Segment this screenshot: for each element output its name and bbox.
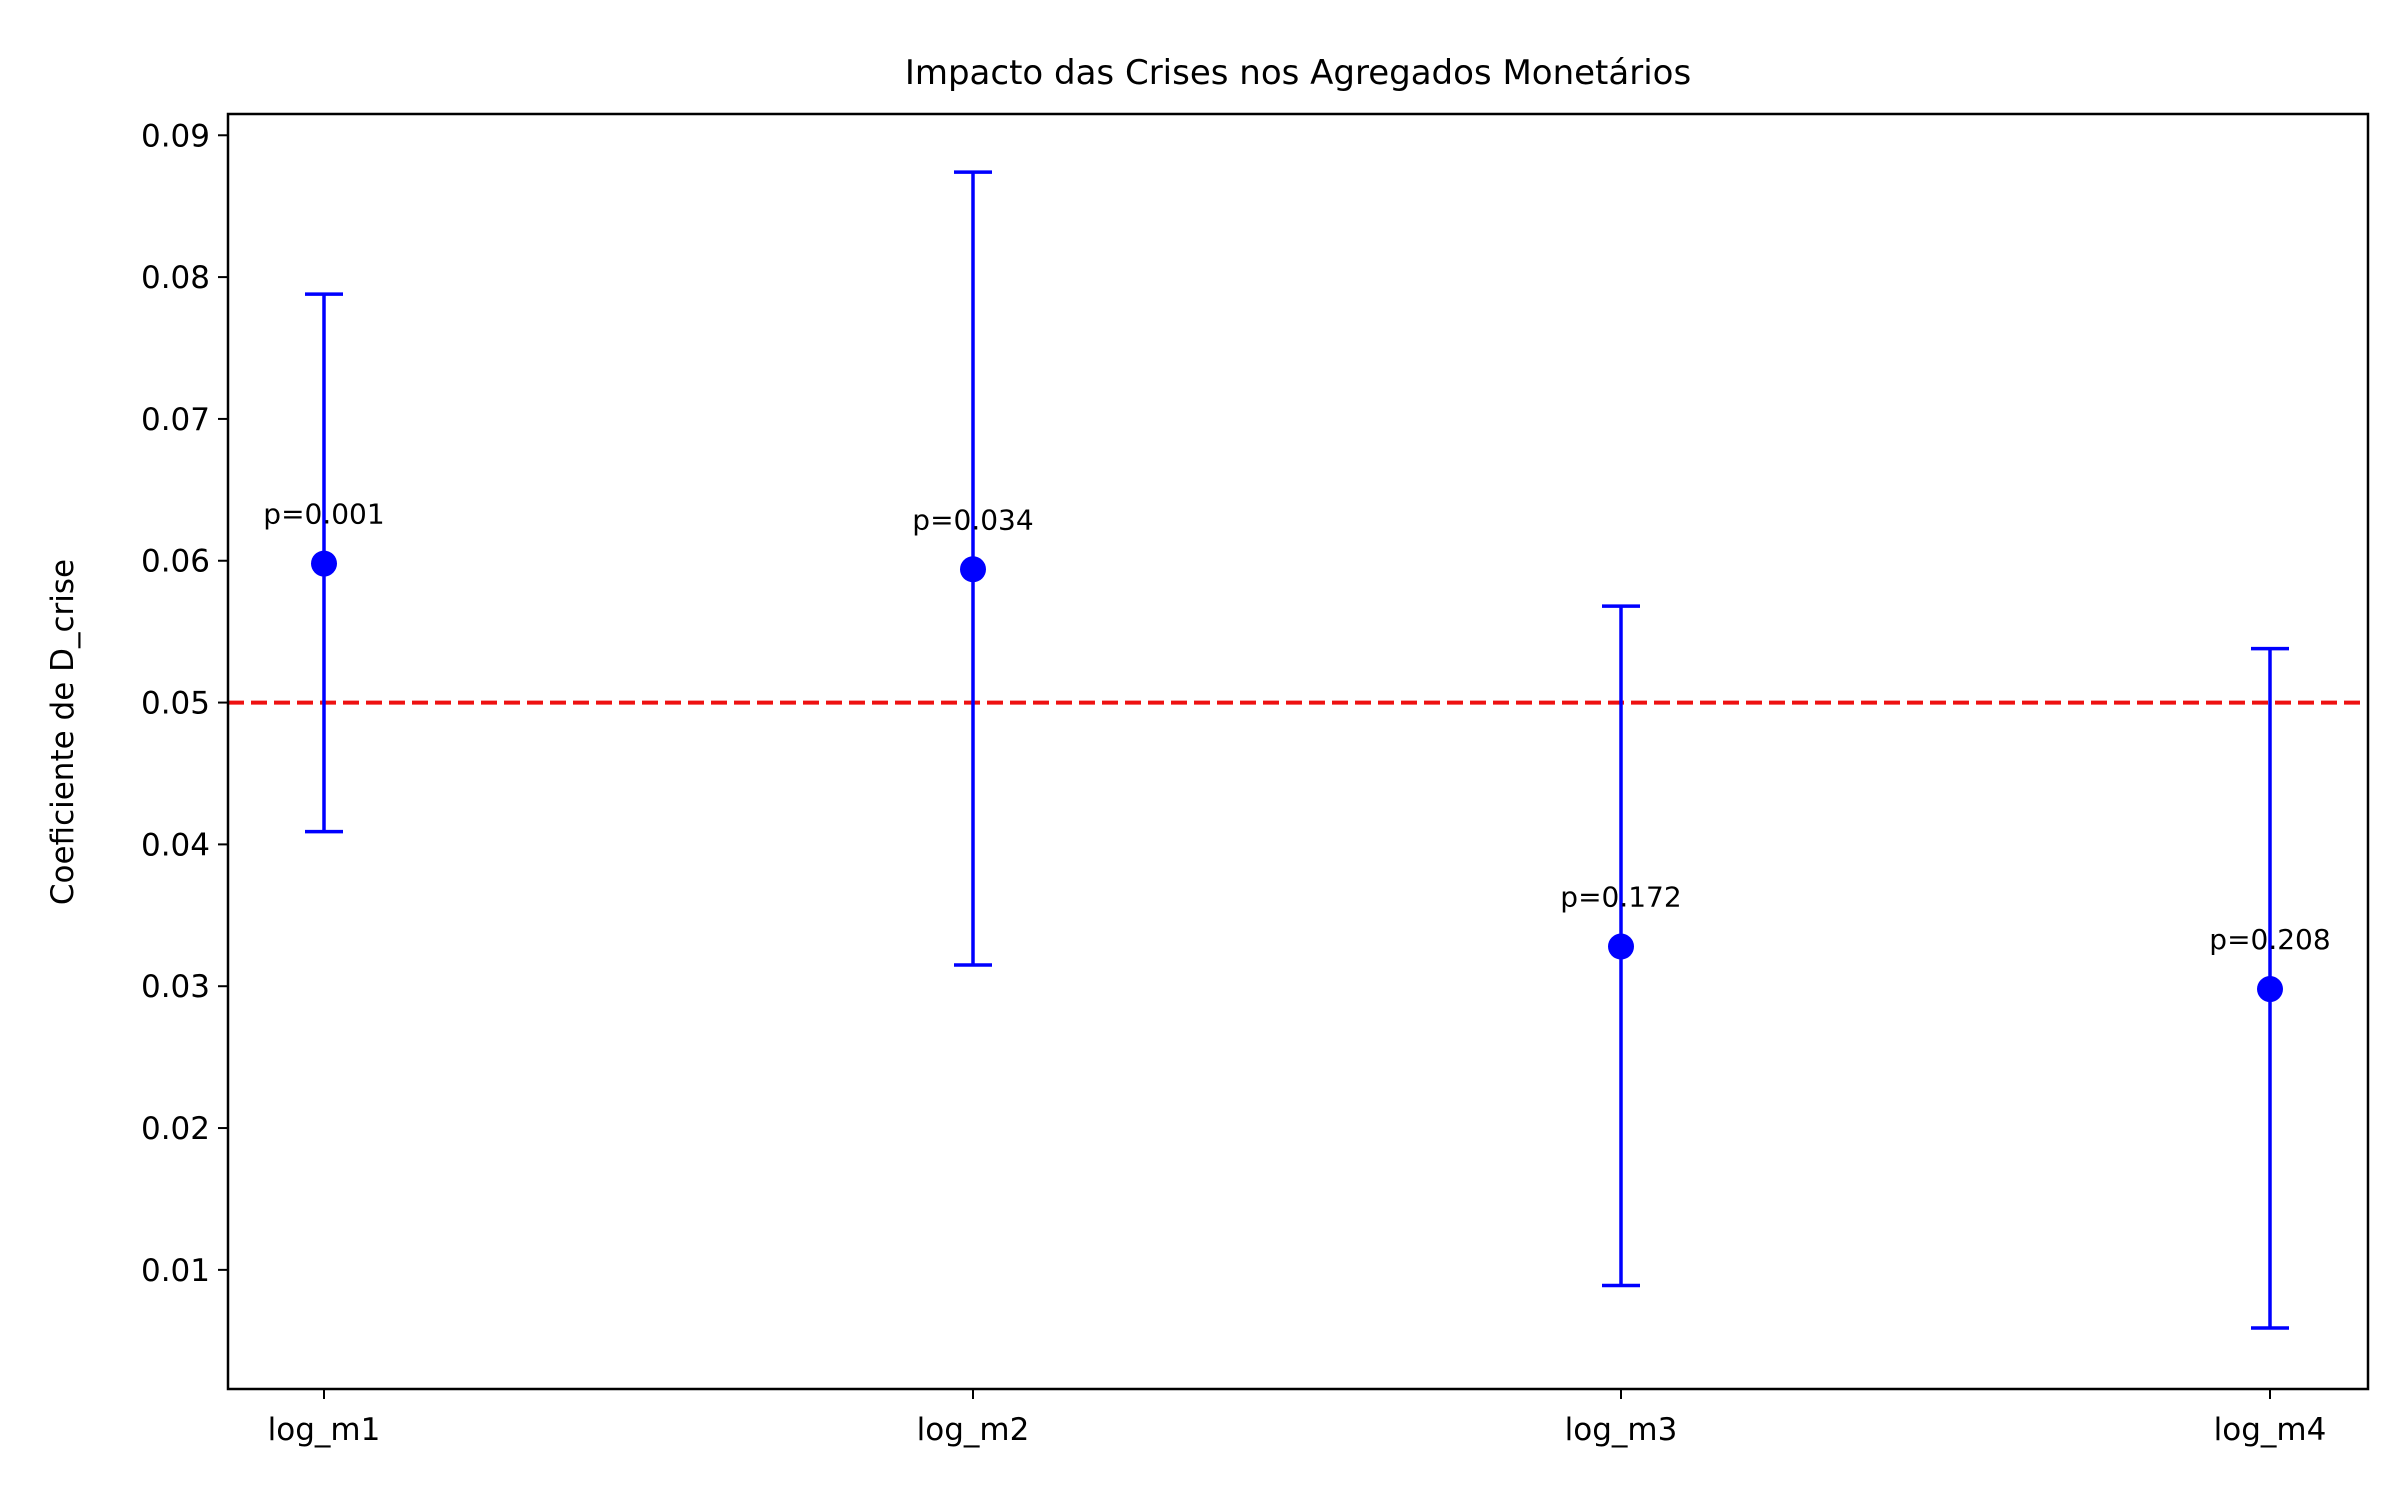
p-value-label-3: p=0.208 xyxy=(2209,923,2330,956)
data-point-1 xyxy=(960,556,986,583)
p-value-label-2: p=0.172 xyxy=(1560,881,1681,914)
y-tick-label-0: 0.01 xyxy=(141,1253,210,1289)
y-tick-label-3: 0.04 xyxy=(141,827,210,863)
y-tick-label-1: 0.02 xyxy=(141,1111,210,1147)
y-tick-label-7: 0.08 xyxy=(141,260,210,296)
p-value-label-0: p=0.001 xyxy=(263,498,384,531)
plot-frame xyxy=(226,112,2370,1391)
chart-title: Impacto das Crises nos Agregados Monetár… xyxy=(905,53,1691,93)
x-tick-label-0: log_m1 xyxy=(268,1412,381,1448)
data-point-0 xyxy=(311,550,337,577)
y-tick-label-6: 0.07 xyxy=(141,402,210,438)
y-axis-label: Coeficiente de D_crise xyxy=(45,559,81,905)
y-tick-label-8: 0.09 xyxy=(141,118,210,154)
y-tick-label-4: 0.05 xyxy=(141,686,210,722)
y-tick-label-2: 0.03 xyxy=(141,969,210,1005)
x-tick-label-2: log_m3 xyxy=(1565,1412,1678,1448)
data-point-2 xyxy=(1608,933,1634,960)
x-tick-label-3: log_m4 xyxy=(2214,1412,2327,1448)
y-tick-label-5: 0.06 xyxy=(141,544,210,580)
data-point-3 xyxy=(2257,976,2283,1003)
plot-area: 0.01 0.02 0.03 0.04 0.05 0.06 0.07 0.08 0.09 log_… xyxy=(141,118,2368,1448)
x-tick-label-1: log_m2 xyxy=(917,1412,1030,1448)
p-value-label-1: p=0.034 xyxy=(912,503,1033,536)
